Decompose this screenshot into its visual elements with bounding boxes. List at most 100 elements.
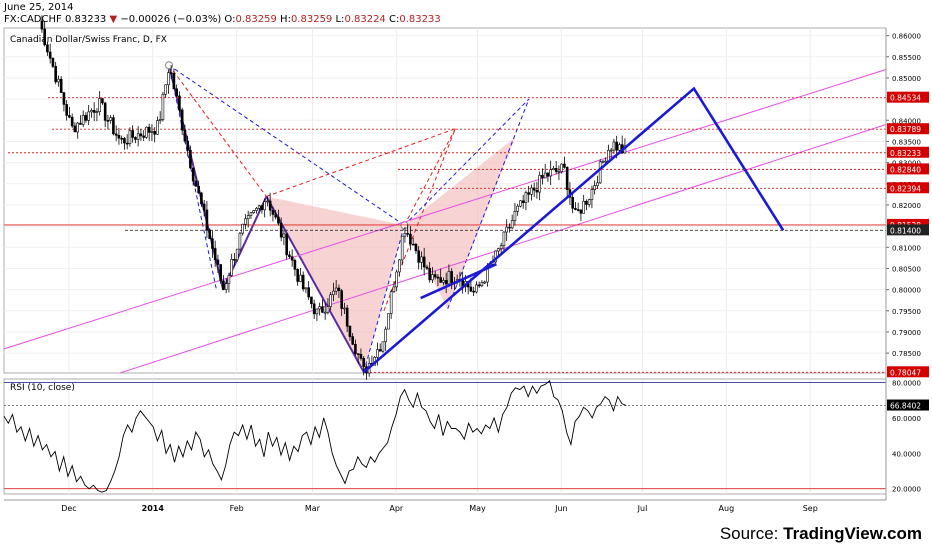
candle-body: [307, 287, 310, 298]
candle-body: [395, 271, 398, 288]
candle-body: [505, 226, 508, 233]
candle-body: [321, 306, 324, 313]
pattern-abc-fill: [266, 196, 405, 373]
candle-body: [409, 233, 412, 245]
price-label: 0.81400: [890, 226, 921, 235]
candle-body: [557, 171, 561, 173]
candle-body: [205, 209, 209, 231]
candle-body: [208, 229, 211, 240]
candle-body: [601, 160, 605, 163]
candle-body: [59, 78, 63, 93]
candle-body: [194, 180, 198, 187]
candle-body: [70, 116, 74, 127]
candle-body: [315, 308, 319, 315]
candle-body: [255, 208, 258, 211]
candle-body: [387, 313, 390, 330]
candle-body: [332, 290, 335, 296]
candle-body: [164, 84, 167, 95]
high-value: 0.83259: [290, 14, 333, 25]
candle-body: [362, 358, 365, 367]
candle-body: [266, 200, 269, 203]
chart-title: Canadian Dollar/Swiss Franc, D, FX: [10, 35, 167, 45]
candle-body: [87, 111, 90, 121]
candle-body: [609, 149, 613, 152]
candle-body: [378, 349, 382, 352]
symbol: FX:CADCHF: [4, 14, 62, 25]
candle-body: [293, 259, 297, 270]
projection-segment: [420, 263, 497, 300]
rsi-pane-frame: [3, 378, 887, 495]
candle-body: [153, 131, 156, 135]
candle-body: [175, 88, 178, 97]
candle-body: [607, 149, 610, 162]
candle-body: [79, 122, 82, 125]
candle-body: [612, 141, 616, 151]
chart-canvas[interactable]: Dec 2014 Feb Mar Apr May Jun Jul Aug Sep 0.86000 0.…: [0, 0, 932, 520]
candle-body: [158, 119, 162, 121]
candle-body: [527, 192, 530, 195]
candle-body: [40, 20, 44, 30]
candle-body: [329, 294, 332, 307]
candle-body: [422, 256, 426, 268]
candle-body: [376, 349, 379, 358]
candle-body: [150, 131, 154, 133]
rsi-y-tick-label: 80.0000: [892, 380, 921, 388]
candle-body: [337, 287, 341, 291]
price-label: 0.78047: [890, 368, 921, 377]
candle-body: [579, 209, 583, 214]
candle-body: [513, 211, 517, 221]
price-label: 0.84534: [890, 94, 921, 103]
candle-body: [450, 271, 453, 283]
candle-body: [516, 205, 519, 212]
open-label: O:: [224, 14, 236, 25]
pattern-dash-blue: [168, 64, 405, 226]
candle-body: [469, 286, 473, 292]
y-tick-label: 0.79500: [892, 308, 921, 316]
candle-body: [73, 125, 77, 133]
candle-body: [112, 117, 115, 135]
candle-body: [230, 259, 233, 276]
candle-body: [530, 187, 533, 195]
candle-body: [519, 200, 522, 207]
candle-body: [54, 66, 57, 83]
grid: [3, 27, 887, 495]
price-label-bg: [887, 224, 929, 236]
candle-body: [81, 115, 85, 125]
candle-body: [359, 354, 363, 359]
candle-body: [238, 232, 242, 250]
y-tick-label: 0.85000: [892, 75, 921, 83]
y-tick-label: 0.80500: [892, 265, 921, 273]
candle-body: [497, 248, 500, 252]
candle-body: [354, 343, 357, 354]
candle-body: [260, 205, 264, 211]
y-tick-label: 0.81000: [892, 244, 921, 252]
candle-body: [598, 161, 602, 184]
candle-body: [587, 199, 591, 205]
price-label-bg: [887, 91, 929, 103]
pattern-dash-red: [383, 128, 456, 311]
candle-body: [296, 269, 299, 282]
candle-body: [541, 174, 544, 179]
candle-body: [92, 110, 96, 113]
candle-body: [62, 92, 66, 105]
candle-body: [131, 130, 134, 138]
candle-body: [436, 276, 440, 279]
candle-body: [282, 233, 286, 238]
x-tick-label: Apr: [389, 504, 404, 513]
pattern-dash-blue: [447, 98, 530, 309]
candle-body: [400, 235, 404, 261]
candle-body: [125, 142, 129, 145]
price-change: −0.00026 (−0.03%): [120, 14, 222, 25]
candle-body: [431, 274, 434, 281]
candle-body: [191, 167, 195, 182]
candle-body: [301, 274, 305, 290]
candle-body: [233, 259, 236, 261]
pattern-leg: [265, 195, 365, 373]
price-label-bg: [887, 163, 929, 175]
candle-body: [263, 201, 266, 211]
source-prefix: Source:: [719, 524, 784, 543]
candle-body: [546, 172, 550, 177]
candle-body: [136, 133, 140, 140]
candle-body: [312, 303, 316, 315]
candle-body: [356, 353, 360, 355]
